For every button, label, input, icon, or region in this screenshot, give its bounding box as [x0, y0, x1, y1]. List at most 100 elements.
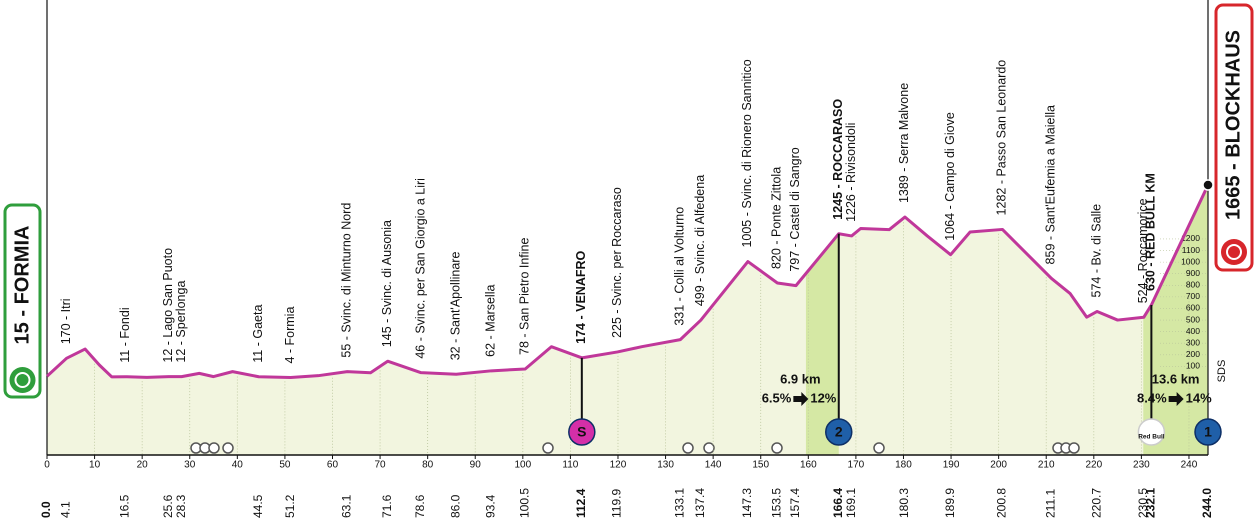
km-label: 169.1 [844, 488, 858, 518]
profile-line [45, 184, 1210, 380]
profile-fill [47, 185, 1208, 455]
km-label: 16.5 [118, 494, 132, 518]
waypoint-label: 820 - Ponte Zittola [770, 167, 784, 269]
waypoint-label: 12 - Lago San Puoto [161, 248, 175, 363]
km-label: 137.4 [693, 488, 707, 518]
icon [1068, 442, 1080, 454]
waypoint-label: 1245 - ROCCARASO [831, 99, 845, 220]
waypoint-label: 62 - Marsella [484, 285, 498, 357]
y-tick-label: 100 [1186, 361, 1200, 371]
x-tick-label: 70 [375, 460, 387, 471]
marker [568, 418, 596, 446]
km-label: 166.4 [831, 488, 845, 518]
climb-fill [805, 233, 839, 455]
start-icon [9, 367, 36, 393]
y-tick-label: 1200 [1181, 233, 1200, 243]
x-tick-label: 190 [943, 460, 960, 471]
waypoint-label: 1005 - Svinc. di Rionero Sannitico [740, 59, 754, 247]
x-tick-label: 130 [657, 460, 674, 471]
x-tick-label: 230 [1133, 460, 1150, 471]
km-label: 28.3 [174, 494, 188, 518]
waypoint-label: 145 - Svinc. di Ausonia [380, 220, 394, 347]
waypoint-label: 11 - Gaeta [251, 305, 265, 363]
waypoint-label: 170 - Itri [59, 298, 73, 344]
start-icon-inner [14, 372, 31, 388]
icon [873, 442, 885, 454]
waypoint-label: 11 - Fondi [118, 307, 132, 362]
x-tick-label: 160 [800, 460, 817, 471]
x-tick-label: 240 [1181, 460, 1198, 471]
x-tick-label: 110 [562, 460, 578, 471]
km-label: 211.1 [1044, 489, 1058, 518]
waypoint-label: 1226 - Rivisondoli [844, 123, 858, 222]
km-label: 119.9 [610, 489, 624, 518]
marker [1194, 418, 1222, 446]
y-tick-label: 500 [1186, 314, 1200, 324]
x-tick-label: 120 [610, 460, 627, 471]
km-label: 244.0 [1200, 488, 1214, 518]
waypoint-label: 32 - Sant'Apollinare [449, 252, 463, 361]
climb-gradient: 12% [810, 390, 836, 405]
x-tick-label: 0 [44, 460, 50, 471]
x-tick-label: 150 [752, 460, 769, 471]
x-tick-label: 50 [279, 460, 291, 471]
waypoint-label: 1282 - Passo San Leonardo [995, 60, 1009, 216]
km-label: 0.0 [39, 501, 53, 518]
waypoint-label: 46 - Svinc. per San Giorgio a Liri [413, 178, 427, 359]
climb-gradient: 8.4% [1137, 390, 1167, 405]
km-label: 100.5 [517, 488, 531, 518]
marker-label: 2 [835, 424, 843, 440]
y-tick-label: 900 [1186, 268, 1200, 278]
km-label: 133.1 [672, 488, 686, 518]
km-label: 189.9 [943, 488, 957, 518]
km-label: 93.4 [484, 494, 498, 518]
finish-dot [1202, 179, 1214, 191]
x-tick-label: 220 [1085, 460, 1102, 471]
y-tick-label: 700 [1186, 291, 1200, 301]
x-tick-label: 80 [422, 460, 434, 471]
x-tick-label: 100 [514, 460, 531, 471]
km-label: 232.1 [1144, 488, 1158, 518]
climb-arrow [793, 392, 809, 406]
km-label: 63.1 [339, 494, 353, 518]
km-label: 147.3 [740, 488, 754, 518]
climb-arrow [1168, 392, 1184, 406]
y-tick-label: 300 [1186, 337, 1200, 347]
marker-label: S [577, 424, 586, 440]
icon [222, 442, 234, 454]
finish-name: 1665 - BLOCKHAUS [1222, 30, 1244, 220]
x-tick-label: 170 [848, 460, 865, 471]
waypoint-label: 859 - Sant'Eufemia a Maiella [1044, 105, 1058, 264]
x-tick-label: 90 [470, 460, 482, 471]
waypoint-label: 630 - RED BULL KM [1144, 173, 1158, 291]
km-label: 25.6 [161, 494, 175, 518]
start-name: 15 - FORMIA [11, 226, 33, 345]
x-tick-label: 30 [184, 460, 196, 471]
waypoint-label: 78 - San Pietro Infine [517, 237, 531, 354]
start-box [3, 203, 42, 399]
marker-label: 1 [1204, 424, 1212, 440]
finish-icon-inner [1226, 244, 1242, 260]
waypoint-label: 225 - Svinc. per Roccaraso [610, 187, 624, 338]
marker [1137, 418, 1166, 446]
km-label: 51.2 [283, 494, 297, 518]
y-tick-label: 800 [1186, 280, 1200, 290]
waypoint-label: 331 - Colli al Volturno [673, 207, 687, 326]
y-tick-label: 1100 [1182, 245, 1201, 255]
km-label: 220.7 [1089, 488, 1103, 518]
marker-label: Red Bull [1138, 434, 1165, 441]
climb-length: 13.6 km [1152, 371, 1200, 386]
x-tick-label: 210 [1038, 460, 1055, 471]
waypoint-label: 55 - Svinc. di Minturno Nord [340, 203, 354, 358]
km-label: 86.0 [448, 494, 462, 518]
km-label: 153.5 [770, 488, 784, 518]
icon [208, 442, 220, 454]
x-tick-label: 10 [89, 460, 101, 471]
km-label: 200.8 [995, 488, 1009, 518]
waypoint-label: 1389 - Serra Malvone [897, 83, 911, 203]
x-tick-label: 40 [232, 460, 244, 471]
x-tick-label: 180 [895, 460, 912, 471]
icon [703, 442, 715, 454]
km-label: 4.1 [59, 501, 73, 518]
